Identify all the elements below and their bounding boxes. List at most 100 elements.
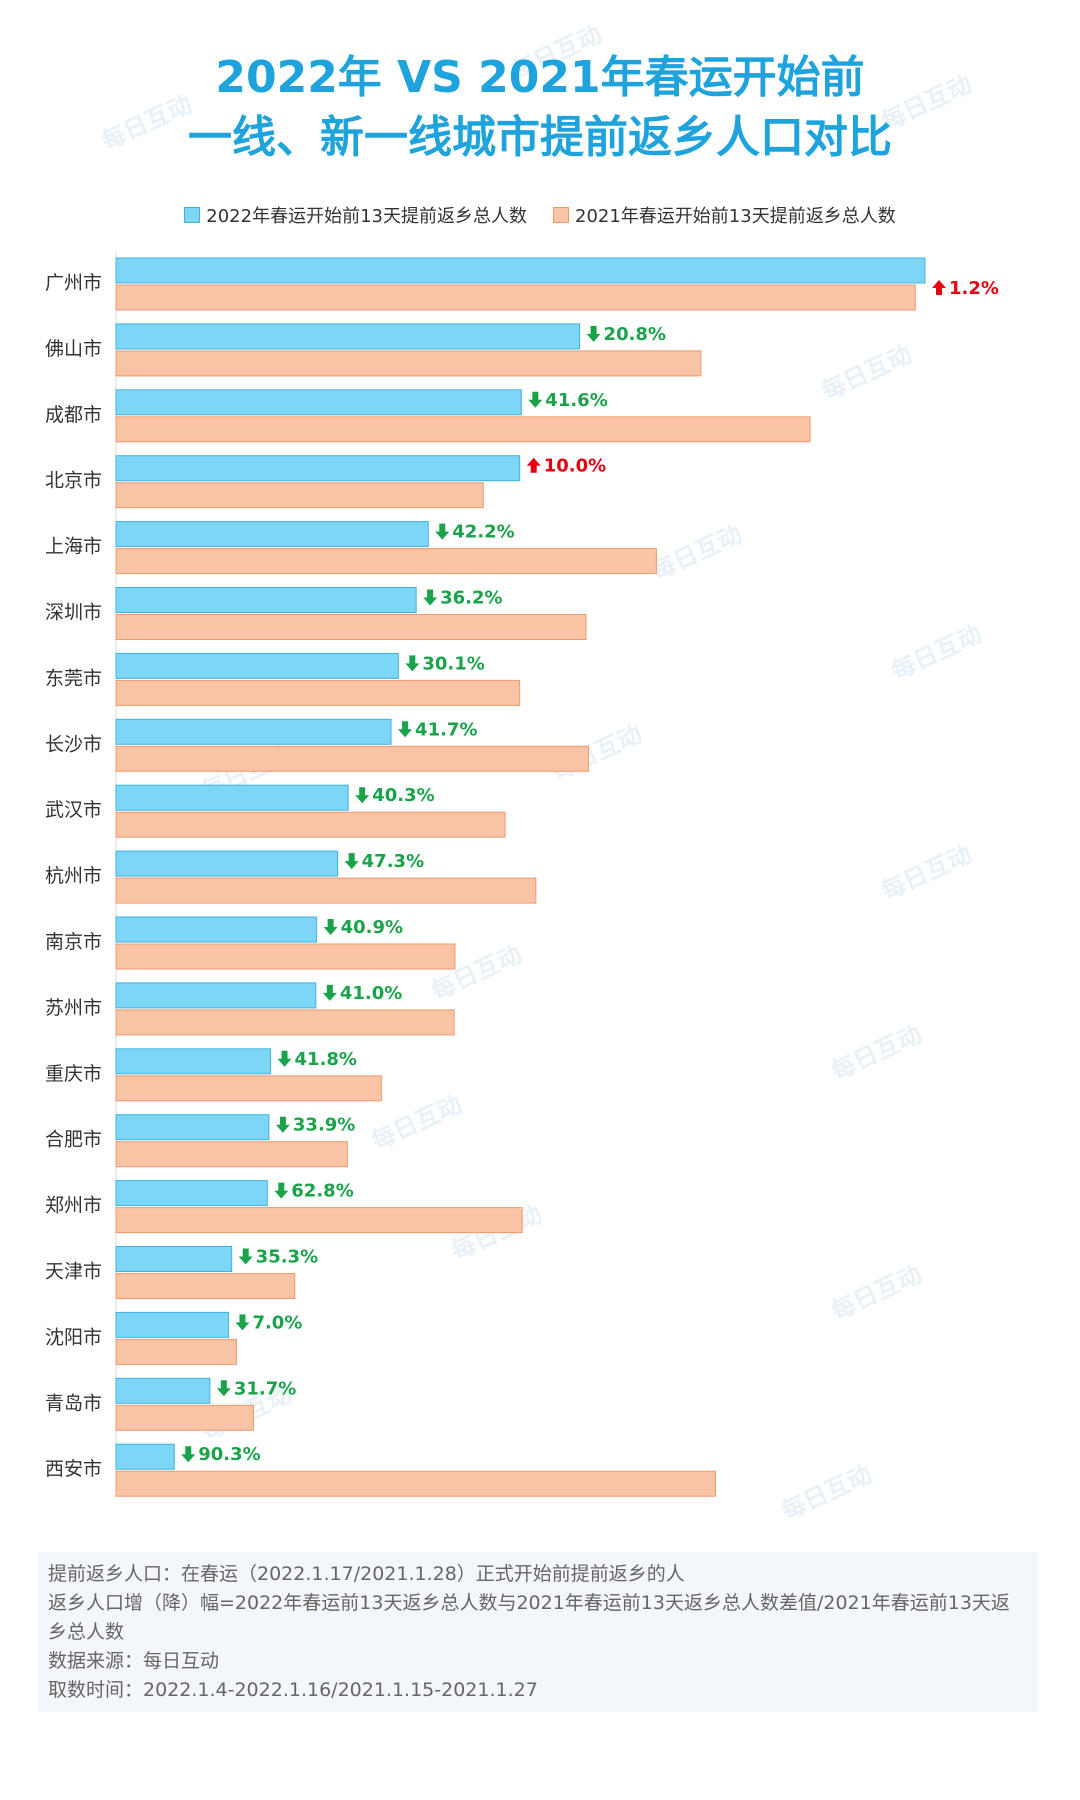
- bar-2022: [115, 850, 339, 877]
- watermark-text: 每日互动: [827, 1020, 926, 1086]
- bar-2021: [115, 1207, 523, 1234]
- category-label: 成都市: [45, 404, 102, 426]
- bar-chart: 每日互动每日互动每日互动每日互动每日互动每日互动每日互动每日互动每日互动每日互动…: [45, 20, 999, 1526]
- category-label: 沈阳市: [45, 1326, 102, 1348]
- decrease-arrow-icon: [398, 721, 413, 738]
- decrease-arrow-icon: [355, 787, 370, 804]
- legend-label-2022: 2022年春运开始前13天提前返乡总人数: [206, 206, 527, 227]
- bar-2021: [115, 679, 521, 706]
- decrease-arrow-icon: [323, 919, 338, 935]
- change-label: 42.2%: [452, 522, 514, 543]
- category-label: 东莞市: [45, 667, 102, 689]
- bar-2021: [115, 416, 811, 443]
- change-label: 36.2%: [440, 588, 502, 609]
- decrease-arrow-icon: [405, 655, 420, 672]
- bar-2021: [115, 811, 506, 838]
- decrease-arrow-icon: [528, 391, 543, 408]
- bar-2021: [115, 1141, 348, 1168]
- legend-item-2022: 2022年春运开始前13天提前返乡总人数: [184, 202, 527, 228]
- category-label: 苏州市: [45, 997, 102, 1019]
- category-label: 广州市: [45, 272, 102, 294]
- change-label: 1.2%: [949, 278, 999, 299]
- category-label: 合肥市: [45, 1129, 102, 1151]
- decrease-arrow-icon: [275, 1116, 290, 1133]
- change-label: 41.8%: [295, 1049, 357, 1070]
- decrease-arrow-icon: [344, 853, 359, 870]
- bar-2021: [115, 548, 657, 575]
- bar-2021: [115, 350, 702, 377]
- category-label: 上海市: [45, 536, 102, 558]
- decrease-arrow-icon: [322, 984, 337, 1001]
- bar-2022: [115, 784, 349, 811]
- bar-2021: [115, 1470, 716, 1497]
- change-label: 90.3%: [198, 1444, 260, 1465]
- change-label: 10.0%: [544, 456, 606, 477]
- change-label: 31.7%: [234, 1378, 296, 1399]
- decrease-arrow-icon: [238, 1248, 253, 1265]
- category-label: 郑州市: [45, 1195, 102, 1217]
- title-line-2: 一线、新一线城市提前返乡人口对比: [188, 112, 892, 163]
- title-line-1: 2022年 VS 2021年春运开始前: [215, 52, 865, 103]
- change-label: 40.9%: [341, 917, 403, 938]
- category-label: 北京市: [45, 470, 102, 492]
- footnote-formula: 返乡人口增（降）幅=2022年春运前13天返乡总人数与2021年春运前13天返乡…: [48, 1592, 1010, 1643]
- watermark-text: 每日互动: [367, 1090, 466, 1156]
- bar-2022: [115, 652, 399, 679]
- increase-arrow-icon: [932, 280, 946, 295]
- bar-2021: [115, 1338, 238, 1365]
- legend: 2022年春运开始前13天提前返乡总人数 2021年春运开始前13天提前返乡总人…: [0, 202, 1080, 228]
- category-label: 西安市: [45, 1458, 102, 1480]
- category-label: 重庆市: [45, 1063, 102, 1085]
- change-label: 41.6%: [545, 390, 607, 411]
- change-label: 35.3%: [256, 1247, 318, 1268]
- watermark-text: 每日互动: [827, 1260, 926, 1326]
- category-label: 佛山市: [45, 338, 102, 360]
- chart-title: 2022年 VS 2021年春运开始前 一线、新一线城市提前返乡人口对比: [0, 48, 1080, 168]
- bar-2022: [115, 587, 417, 613]
- bar-2021: [115, 284, 916, 311]
- footnotes: 提前返乡人口：在春运（2022.1.17/2021.1.28）正式开始前提前返乡…: [38, 1552, 1038, 1712]
- bar-2021: [115, 1273, 296, 1299]
- bar-2021: [115, 614, 587, 640]
- decrease-arrow-icon: [586, 325, 601, 342]
- bar-2022: [115, 1443, 175, 1470]
- bar-2022: [115, 323, 581, 350]
- watermark-text: 每日互动: [877, 840, 976, 906]
- legend-item-2021: 2021年春运开始前13天提前返乡总人数: [553, 202, 896, 228]
- bar-2022: [115, 1377, 211, 1404]
- change-label: 20.8%: [604, 324, 666, 345]
- category-label: 南京市: [45, 931, 102, 953]
- decrease-arrow-icon: [216, 1380, 231, 1397]
- bar-2022: [115, 1180, 268, 1207]
- bar-2021: [115, 943, 456, 970]
- bar-2022: [115, 521, 429, 548]
- legend-label-2021: 2021年春运开始前13天提前返乡总人数: [575, 206, 896, 227]
- watermark-text: 每日互动: [777, 1460, 876, 1526]
- decrease-arrow-icon: [274, 1182, 289, 1199]
- watermark-text: 每日互动: [817, 340, 916, 406]
- bar-2022: [115, 1114, 270, 1141]
- legend-swatch-2022: [184, 207, 201, 223]
- decrease-arrow-icon: [181, 1446, 196, 1463]
- bar-2022: [115, 1246, 233, 1272]
- category-label: 天津市: [45, 1261, 102, 1283]
- bar-2021: [115, 1009, 455, 1036]
- decrease-arrow-icon: [277, 1050, 292, 1067]
- decrease-arrow-icon: [423, 589, 438, 606]
- bar-2022: [115, 718, 392, 745]
- increase-arrow-icon: [526, 457, 541, 473]
- change-label: 30.1%: [422, 653, 484, 674]
- bar-2021: [115, 1404, 255, 1431]
- footnote-period: 取数时间：2022.1.4-2022.1.16/2021.1.15-2021.1…: [48, 1679, 538, 1701]
- bar-2021: [115, 1075, 382, 1102]
- footnote-definition: 提前返乡人口：在春运（2022.1.17/2021.1.28）正式开始前提前返乡…: [48, 1563, 685, 1585]
- category-label: 武汉市: [45, 799, 102, 821]
- change-label: 7.0%: [252, 1312, 302, 1333]
- category-label: 杭州市: [45, 865, 102, 887]
- change-label: 41.0%: [340, 983, 402, 1004]
- decrease-arrow-icon: [235, 1314, 250, 1331]
- bar-2022: [115, 1048, 272, 1075]
- bar-2022: [115, 982, 317, 1009]
- change-label: 62.8%: [291, 1181, 353, 1202]
- bar-2022: [115, 916, 318, 943]
